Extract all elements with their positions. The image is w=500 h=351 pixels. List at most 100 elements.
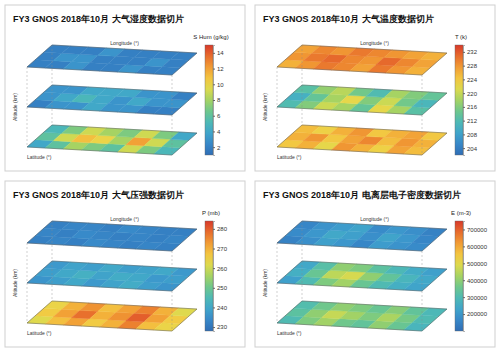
tick-label: 204 (467, 146, 478, 152)
tick: 220 (463, 91, 478, 97)
tick-mark (213, 307, 215, 308)
colorbar-axis-line (214, 46, 216, 156)
tick-label: 14 (217, 50, 224, 56)
slice-outline (277, 85, 447, 115)
tick-mark (213, 268, 215, 269)
guide-line (422, 75, 423, 155)
tick: 260 (213, 266, 228, 272)
tick: 4 (213, 129, 221, 135)
tick-label: 250 (217, 285, 228, 291)
tick-label: 230 (217, 324, 228, 330)
panel: FY3 GNOS 2018年10月 大气压强数据切片Longitude (°)L… (5, 181, 245, 347)
tick-label: 232 (467, 49, 478, 55)
panel-frame (255, 181, 495, 347)
colorbar-axis: 230240250260270280 (213, 222, 228, 332)
tick-mark (463, 66, 465, 67)
tick-mark (213, 229, 215, 230)
tick: 204 (463, 146, 478, 152)
panel-frame (255, 5, 495, 171)
tick-label: 6 (217, 113, 221, 119)
colorbar-axis-line (464, 46, 466, 156)
title: FY3 GNOS 2018年10月 电离层电子密度数据切片 (263, 190, 461, 200)
z-axis-label: Altitude (km) (262, 93, 268, 121)
tick-mark (213, 147, 215, 148)
tick-mark (213, 84, 215, 85)
colorbar-label: E (m-3) (451, 210, 471, 216)
panel: FY3 GNOS 2018年10月 大气湿度数据切片Longitude (°)L… (5, 5, 245, 171)
tick-label: 600000 (467, 244, 488, 250)
tick: 600000 (463, 244, 488, 250)
guide-line (52, 221, 53, 301)
tick: 8 (213, 97, 221, 103)
slice (277, 45, 447, 75)
tick-label: 10 (217, 82, 224, 88)
slice (27, 85, 197, 115)
guide-line (27, 243, 28, 323)
slice (277, 125, 447, 155)
tick-label: 8 (217, 97, 221, 103)
tick-mark (463, 280, 465, 281)
tick-mark (213, 327, 215, 328)
slice-outline (277, 125, 447, 155)
tick: 228 (463, 63, 478, 69)
tick-label: 212 (467, 118, 478, 124)
guide-line (422, 251, 423, 331)
tick-mark (463, 121, 465, 122)
colorbar-axis: 204208212216220224228232 (463, 46, 478, 156)
guide-line (52, 45, 53, 125)
tick: 6 (213, 113, 221, 119)
slice-outline (27, 45, 197, 75)
x-axis-label: Longitude (°) (110, 216, 139, 222)
tick-mark (213, 100, 215, 101)
z-axis-label: Altitude (km) (262, 269, 268, 297)
slice-outline (27, 301, 197, 331)
tick-label: 500000 (467, 261, 488, 267)
colorbar (455, 45, 463, 155)
tick-mark (463, 148, 465, 149)
guide-line (172, 75, 173, 155)
tick-mark (463, 229, 465, 230)
tick: 224 (463, 77, 478, 83)
tick-label: 2 (217, 145, 221, 151)
z-axis-label: Altitude (km) (12, 93, 18, 121)
guide-line (277, 243, 278, 323)
tick-mark (463, 52, 465, 53)
colorbar (455, 221, 463, 331)
tick-mark (463, 134, 465, 135)
panel-frame (5, 5, 245, 171)
slice-outline (277, 221, 447, 251)
x-axis-label: Longitude (°) (360, 216, 389, 222)
tick-label: 220 (467, 91, 478, 97)
tick: 200000 (463, 311, 488, 317)
tick: 2 (213, 145, 221, 151)
tick-label: 228 (467, 63, 478, 69)
slice (277, 85, 447, 115)
guide-line (277, 67, 278, 147)
tick: 250 (213, 285, 228, 291)
tick-mark (463, 246, 465, 247)
colorbar-axis-line (214, 222, 216, 332)
tick: 300000 (463, 295, 488, 301)
y-axis-label: Latitude (°) (277, 330, 302, 336)
plot-area (277, 45, 447, 155)
tick-mark (213, 288, 215, 289)
tick: 212 (463, 118, 478, 124)
tick-label: 400000 (467, 278, 488, 284)
colorbar (205, 45, 213, 155)
slice-outline (277, 261, 447, 291)
tick-mark (463, 93, 465, 94)
tick-mark (463, 79, 465, 80)
tick: 232 (463, 49, 478, 55)
tick-label: 260 (217, 266, 228, 272)
tick: 12 (213, 66, 224, 72)
tick: 700000 (463, 227, 488, 233)
colorbar-axis: 2 4 6 8 10 12 14 (213, 46, 224, 156)
title: FY3 GNOS 2018年10月 大气压强数据切片 (13, 190, 184, 200)
guide-line (302, 221, 303, 301)
tick-label: 12 (217, 66, 224, 72)
tick-mark (213, 131, 215, 132)
slice (27, 261, 197, 291)
panel: FY3 GNOS 2018年10月 电离层电子密度数据切片 Longitude (… (255, 181, 495, 347)
tick-mark (213, 53, 215, 54)
slice (27, 221, 197, 251)
